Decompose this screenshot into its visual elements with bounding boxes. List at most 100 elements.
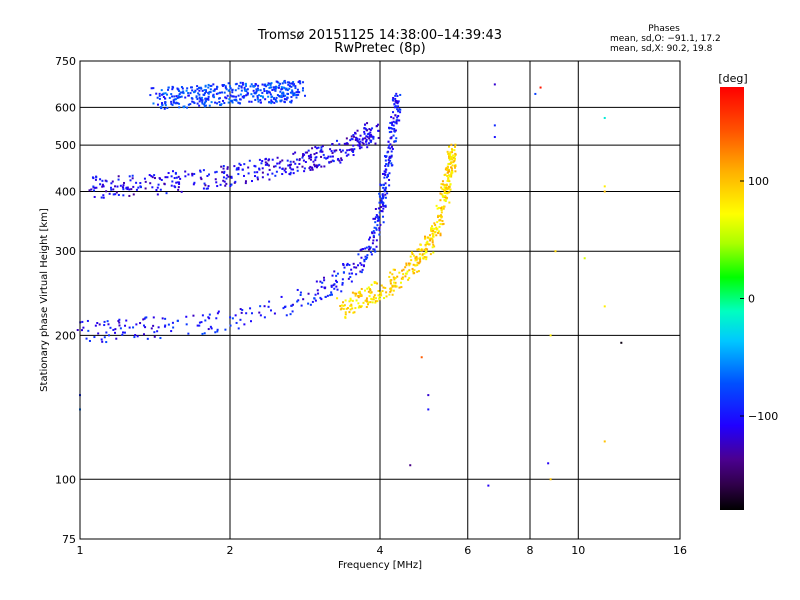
data-point xyxy=(320,165,323,168)
data-point xyxy=(281,82,284,85)
data-point xyxy=(265,90,268,93)
data-point xyxy=(273,312,276,315)
data-point xyxy=(356,140,359,143)
data-point xyxy=(235,95,238,98)
data-point xyxy=(388,293,391,296)
data-point xyxy=(250,180,253,183)
data-point xyxy=(114,331,117,334)
data-point xyxy=(191,100,194,103)
data-point xyxy=(351,148,354,151)
data-point xyxy=(255,91,258,94)
data-point xyxy=(294,151,297,154)
data-point xyxy=(333,287,336,290)
data-point xyxy=(362,264,365,267)
data-point xyxy=(245,90,248,93)
data-point xyxy=(340,290,343,293)
data-point xyxy=(393,106,396,109)
data-point xyxy=(369,301,372,304)
data-point xyxy=(88,189,91,192)
data-point xyxy=(343,142,346,145)
data-point xyxy=(393,130,396,133)
data-point xyxy=(360,287,363,290)
data-point xyxy=(233,181,236,184)
data-point xyxy=(209,325,212,328)
data-point xyxy=(139,182,142,185)
stats-o-mode: mean, sd,O: −91.1, 17.2 xyxy=(610,34,721,44)
data-point xyxy=(417,270,420,273)
data-point xyxy=(383,190,386,193)
data-point xyxy=(264,98,267,101)
data-point xyxy=(226,167,229,170)
data-point xyxy=(358,143,361,146)
data-point xyxy=(122,186,125,189)
data-point xyxy=(374,207,377,210)
data-point xyxy=(171,170,174,173)
data-point xyxy=(390,164,393,167)
data-point xyxy=(415,255,418,258)
data-point xyxy=(282,86,285,89)
data-point xyxy=(276,94,279,97)
data-point xyxy=(152,87,155,90)
data-point xyxy=(289,160,292,163)
data-point xyxy=(423,256,426,259)
data-point xyxy=(284,81,287,84)
data-point xyxy=(128,194,131,197)
data-point xyxy=(359,294,362,297)
x-tick-label: 6 xyxy=(464,544,471,557)
data-point xyxy=(342,262,345,265)
data-point xyxy=(286,92,289,95)
data-point xyxy=(319,296,322,299)
data-point xyxy=(401,276,404,279)
data-point xyxy=(192,91,195,94)
isolated-point xyxy=(487,484,490,487)
data-point xyxy=(344,151,347,154)
data-point xyxy=(342,304,345,307)
data-point xyxy=(159,337,162,340)
data-point xyxy=(432,251,435,254)
data-point xyxy=(423,237,426,240)
data-point xyxy=(94,324,97,327)
data-point xyxy=(122,194,125,197)
data-point xyxy=(323,165,326,168)
data-point xyxy=(405,272,408,275)
data-point xyxy=(438,219,441,222)
data-point xyxy=(259,101,262,104)
data-point xyxy=(281,173,284,176)
data-point xyxy=(152,102,155,105)
data-point xyxy=(272,165,275,168)
data-point xyxy=(361,268,364,271)
data-point xyxy=(263,87,266,90)
data-point xyxy=(230,176,233,179)
data-point xyxy=(139,186,142,189)
data-point xyxy=(390,121,393,124)
data-point xyxy=(372,230,375,233)
data-point xyxy=(204,97,207,100)
data-point xyxy=(245,312,248,315)
data-point xyxy=(292,81,295,84)
data-point xyxy=(340,157,343,160)
data-point xyxy=(375,228,378,231)
data-point xyxy=(446,150,449,153)
data-point xyxy=(226,94,229,97)
data-point xyxy=(355,266,358,269)
data-point xyxy=(108,192,111,195)
data-point xyxy=(362,142,365,145)
data-point xyxy=(271,100,274,103)
data-point xyxy=(164,324,167,327)
data-point xyxy=(178,181,181,184)
data-point xyxy=(185,89,188,92)
data-point xyxy=(160,107,163,110)
data-point xyxy=(431,237,434,240)
data-point xyxy=(241,81,244,84)
data-point xyxy=(379,292,382,295)
data-point xyxy=(256,98,259,101)
data-point xyxy=(323,279,326,282)
data-point xyxy=(222,179,225,182)
isolated-point xyxy=(554,250,557,253)
data-point xyxy=(106,320,109,323)
data-point xyxy=(222,99,225,102)
data-point xyxy=(380,209,383,212)
data-point xyxy=(399,111,402,114)
data-point xyxy=(217,92,220,95)
data-point xyxy=(202,169,205,172)
